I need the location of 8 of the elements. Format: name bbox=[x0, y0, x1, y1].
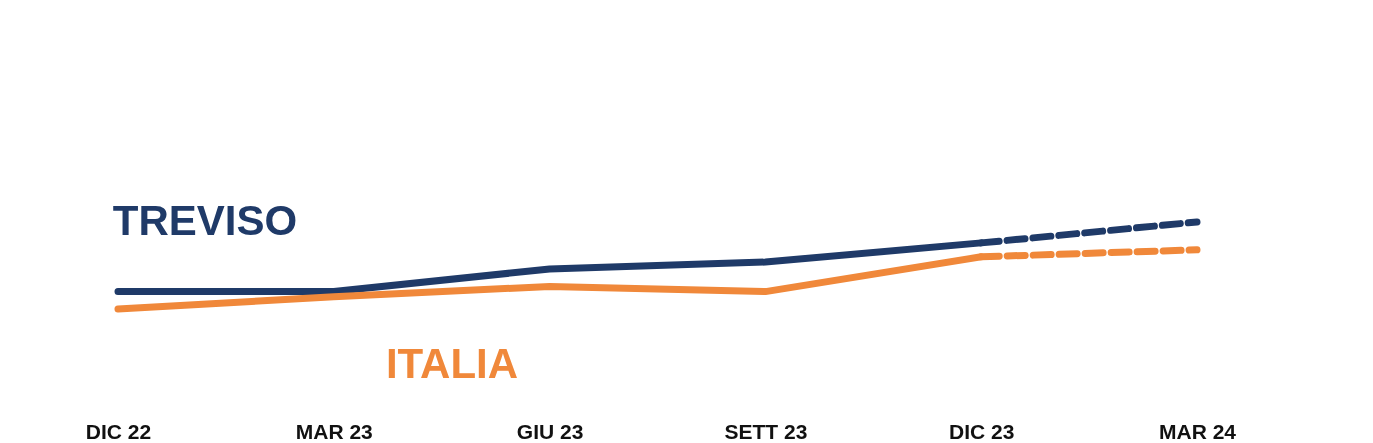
series-label: ITALIA bbox=[385, 340, 519, 387]
x-tick-label: GIU 23 bbox=[516, 419, 584, 443]
series-label: TREVISO bbox=[112, 197, 298, 244]
x-tick-label: SETT 23 bbox=[724, 419, 808, 443]
x-tick-label: MAR 24 bbox=[1158, 419, 1237, 443]
x-tick-label: MAR 23 bbox=[295, 419, 373, 443]
x-tick-label: DIC 23 bbox=[949, 419, 1015, 443]
x-tick-label: DIC 22 bbox=[85, 419, 152, 443]
